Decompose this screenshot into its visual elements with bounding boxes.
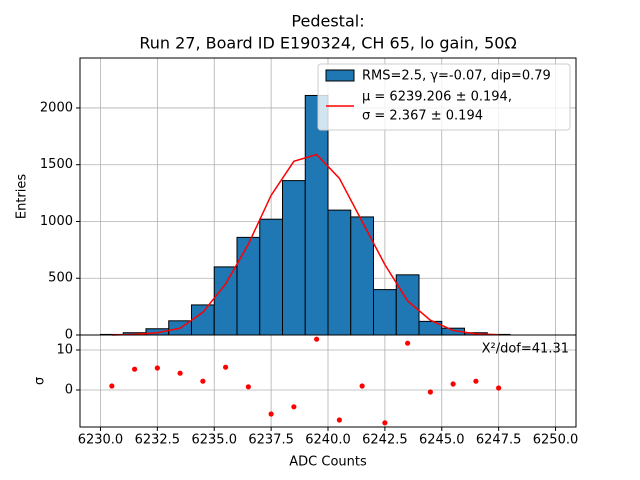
bar [395,274,420,336]
residual-point [177,370,183,376]
x-tick-label: 6237.5 [248,433,294,448]
residual-point [405,340,411,346]
x-tick-label: 6230.0 [78,433,124,448]
residual-point [132,366,138,372]
annotation: X²/dof=41.31 [482,342,569,357]
bar [190,304,215,336]
residual-point [450,381,456,387]
x-tick-label: 6242.5 [362,433,408,448]
y-tick-label: 1000 [40,214,73,229]
bar [236,236,261,336]
x-tick-label: 6235.0 [191,433,237,448]
residual-point [291,404,297,410]
bar [281,180,306,336]
fit-line [111,153,499,336]
bar [350,216,375,336]
residual-point [359,383,365,389]
y-tick-label: 0 [65,383,73,398]
legend-label: σ = 2.367 ± 0.194 [362,109,483,124]
residual-point [223,364,229,370]
residual-point [427,389,433,395]
y-axis-label: Entries [15,174,30,220]
residual-point [336,417,342,423]
bar [373,289,397,336]
y-tick-label: 0 [65,328,73,343]
legend-swatch [325,69,355,82]
y-tick-label: 1500 [40,157,73,172]
y-tick-label: 500 [48,271,73,286]
residual-point [268,411,274,417]
residual-point [382,420,388,426]
bar [327,209,352,336]
bar [213,266,238,336]
bar [259,218,283,336]
residual-point [314,336,320,342]
legend-box [317,63,571,131]
x-tick-label: 6232.5 [135,433,181,448]
legend-label: μ = 6239.206 ± 0.194, [362,90,512,105]
x-tick-label: 6247.5 [476,433,522,448]
x-tick-label: 6240.0 [305,433,351,448]
residual-point [154,365,160,371]
y-tick-label: 2000 [40,100,73,115]
x-axis-label: ADC Counts [289,455,367,470]
residual-point [496,385,502,391]
bar [304,94,329,336]
plot-frame [79,334,577,428]
residual-point [200,378,206,384]
y-tick-label: 10 [56,343,73,358]
x-tick-label: 6250.0 [533,433,579,448]
residual-point [473,378,479,384]
chart-title: Run 27, Board ID E190324, CH 65, lo gain… [139,34,516,53]
chart-title: Pedestal: [291,12,364,31]
y-axis-label: σ [33,377,48,385]
residual-point [245,384,251,390]
legend-label: RMS=2.5, γ=-0.07, dip=0.79 [362,69,551,84]
x-tick-label: 6245.0 [419,433,465,448]
residual-point [109,383,115,389]
